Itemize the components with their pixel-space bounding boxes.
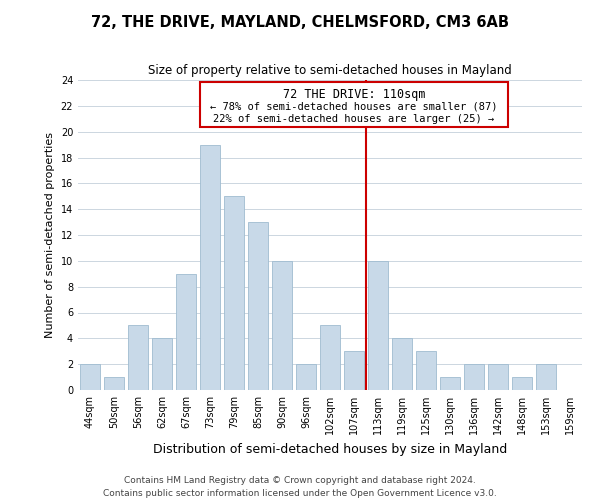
Bar (416, 351, 436, 390)
Bar (128, 326, 148, 390)
Text: Contains HM Land Registry data © Crown copyright and database right 2024.
Contai: Contains HM Land Registry data © Crown c… (103, 476, 497, 498)
Bar (344, 351, 364, 390)
Bar (176, 274, 196, 390)
Text: 72 THE DRIVE: 110sqm: 72 THE DRIVE: 110sqm (283, 88, 425, 102)
Bar (392, 338, 412, 390)
X-axis label: Distribution of semi-detached houses by size in Mayland: Distribution of semi-detached houses by … (153, 442, 507, 456)
Bar (320, 326, 340, 390)
Bar (272, 261, 292, 390)
Bar (80, 364, 100, 390)
Bar (248, 222, 268, 390)
Bar (152, 338, 172, 390)
Bar (200, 144, 220, 390)
Bar (440, 377, 460, 390)
Bar (464, 364, 484, 390)
Text: ← 78% of semi-detached houses are smaller (87): ← 78% of semi-detached houses are smalle… (210, 102, 498, 112)
Bar (104, 377, 124, 390)
Bar (488, 364, 508, 390)
Y-axis label: Number of semi-detached properties: Number of semi-detached properties (45, 132, 55, 338)
Bar (512, 377, 532, 390)
Text: 72, THE DRIVE, MAYLAND, CHELMSFORD, CM3 6AB: 72, THE DRIVE, MAYLAND, CHELMSFORD, CM3 … (91, 15, 509, 30)
Text: 22% of semi-detached houses are larger (25) →: 22% of semi-detached houses are larger (… (214, 114, 494, 124)
Bar (296, 364, 316, 390)
FancyBboxPatch shape (200, 82, 508, 126)
Title: Size of property relative to semi-detached houses in Mayland: Size of property relative to semi-detach… (148, 64, 512, 78)
Bar (368, 261, 388, 390)
Bar (536, 364, 556, 390)
Bar (224, 196, 244, 390)
